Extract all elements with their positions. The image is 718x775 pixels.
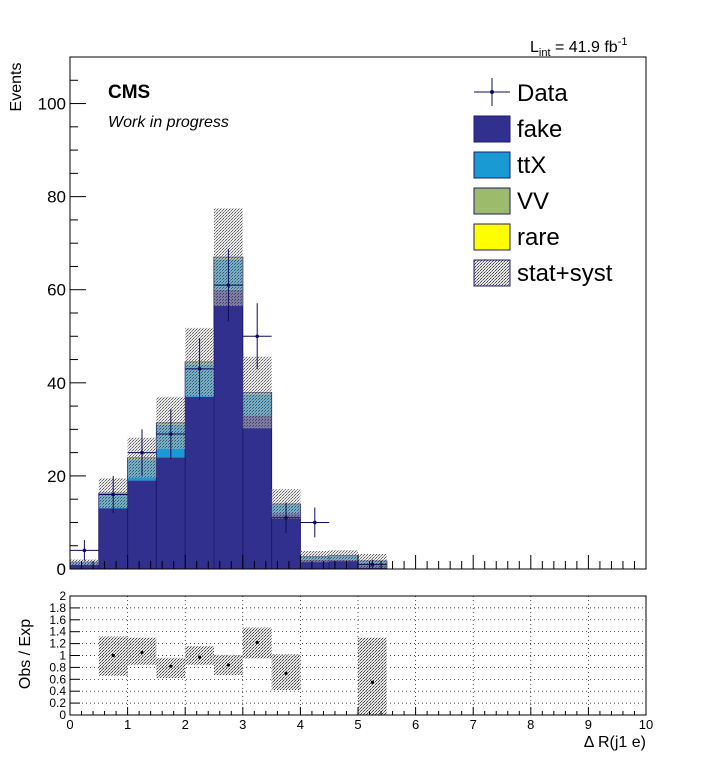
data-point <box>140 450 144 455</box>
data-point <box>226 283 231 287</box>
legend-item-ttX: ttX <box>473 151 546 179</box>
x-tick-label: 0 <box>66 717 73 732</box>
data-point <box>197 367 202 371</box>
ratio-point <box>370 680 374 684</box>
bar-fake <box>300 559 330 569</box>
legend-item-syst: stat+syst <box>473 259 613 287</box>
legend-item-VV: VV <box>473 187 549 215</box>
ratio-y-tick-label: 0.6 <box>49 672 66 686</box>
x-axis-label: Δ R(j1 e) <box>584 734 646 751</box>
x-tick-label: 9 <box>585 717 592 732</box>
x-tick-label: 8 <box>527 717 534 732</box>
ratio-band <box>358 637 387 715</box>
x-tick-label: 5 <box>354 717 361 732</box>
bar-fake <box>185 396 214 569</box>
bar-fake <box>214 289 243 569</box>
bar-fake <box>98 508 128 569</box>
bar-fake <box>127 480 157 569</box>
legend-swatch-fake <box>473 115 511 143</box>
ratio-y-axis-label: Obs / Exp <box>17 619 34 689</box>
bar-fake <box>329 559 358 569</box>
legend-label: stat+syst <box>517 260 613 287</box>
data-point <box>284 516 288 520</box>
ratio-band-layer <box>98 627 387 715</box>
data-point <box>313 520 317 525</box>
lumi-label: Lint = 41.9 fb-1 <box>530 36 627 59</box>
work-in-progress-label: Work in progress <box>108 114 229 131</box>
y-tick-label: 80 <box>47 188 66 207</box>
bar-fake <box>70 564 99 569</box>
y-tick-label: 100 <box>38 95 66 114</box>
y-tick-label: 20 <box>47 467 66 486</box>
legend-label: ttX <box>517 152 546 179</box>
ratio-point <box>198 655 202 659</box>
ratio-y-tick-label: 0.4 <box>49 684 66 698</box>
legend-item-fake: fake <box>473 115 562 143</box>
syst-band <box>300 550 330 563</box>
data-point <box>111 492 115 497</box>
ratio-axes: 00.20.40.60.811.21.41.61.820 1 2 3 4 5 6 7 8 9 10 <box>49 589 653 732</box>
legend-item-rare: rare <box>473 223 560 251</box>
ratio-point <box>284 671 288 675</box>
legend: Data fake ttX VV rare stat+syst <box>473 78 613 287</box>
ratio-y-tick-label: 0 <box>59 708 66 722</box>
top-plot: 0 20 40 60 80 100 <box>38 56 647 579</box>
legend-data-marker <box>490 90 494 94</box>
ratio-point <box>169 664 173 668</box>
ratio-points-layer <box>111 640 374 684</box>
ratio-point <box>111 653 115 658</box>
legend-swatch-rare <box>473 223 511 251</box>
legend-item-data: Data <box>474 78 568 107</box>
ratio-point <box>226 663 230 667</box>
legend-label: rare <box>517 224 560 251</box>
legend-label: Data <box>517 80 568 107</box>
y-tick-label: 0 <box>57 560 66 579</box>
ratio-y-tick-label: 1 <box>59 649 66 663</box>
ratio-y-tick-label: 0.8 <box>49 660 66 674</box>
ratio-y-tick-label: 1.6 <box>49 613 66 627</box>
ratio-y-tick-label: 0.2 <box>49 696 66 710</box>
legend-label: fake <box>517 116 562 143</box>
ratio-y-tick-label: 2 <box>59 589 66 603</box>
bar-fake <box>156 457 186 569</box>
ratio-point <box>255 640 259 645</box>
legend-label: VV <box>517 188 549 215</box>
x-tick-label: 6 <box>412 717 419 732</box>
legend-swatch-VV <box>473 187 511 215</box>
ratio-band <box>185 645 214 666</box>
x-tick-label: 7 <box>470 717 477 732</box>
ratio-band <box>156 657 186 679</box>
y-tick-label: 40 <box>47 374 66 393</box>
data-points-layer <box>70 248 387 569</box>
syst-band <box>70 559 99 565</box>
legend-syst-swatch <box>473 259 511 287</box>
syst-band <box>329 550 358 562</box>
x-tick-label: 4 <box>297 717 304 732</box>
data-point <box>255 334 259 339</box>
cms-label: CMS <box>108 82 150 103</box>
data-point <box>370 562 375 567</box>
x-tick-label: 2 <box>182 717 189 732</box>
ratio-point <box>140 650 144 655</box>
ratio-plot: 00.20.40.60.811.21.41.61.820 1 2 3 4 5 6 7 8 9 10 <box>49 589 653 732</box>
bar-fake <box>242 415 272 569</box>
x-tick-label: 10 <box>639 717 653 732</box>
ratio-y-tick-label: 1.4 <box>49 625 66 639</box>
data-point <box>169 432 173 436</box>
y-tick-label: 60 <box>47 281 66 300</box>
ratio-y-tick-label: 1.8 <box>49 601 66 615</box>
ratio-y-tick-label: 1.2 <box>49 637 66 651</box>
data-point <box>82 548 87 553</box>
x-tick-label: 1 <box>124 717 131 732</box>
top-axes: 0 20 40 60 80 100 <box>38 56 647 579</box>
y-axis-label: Events <box>8 63 25 112</box>
x-tick-label: 3 <box>239 717 246 732</box>
legend-swatch-ttX <box>473 151 511 179</box>
